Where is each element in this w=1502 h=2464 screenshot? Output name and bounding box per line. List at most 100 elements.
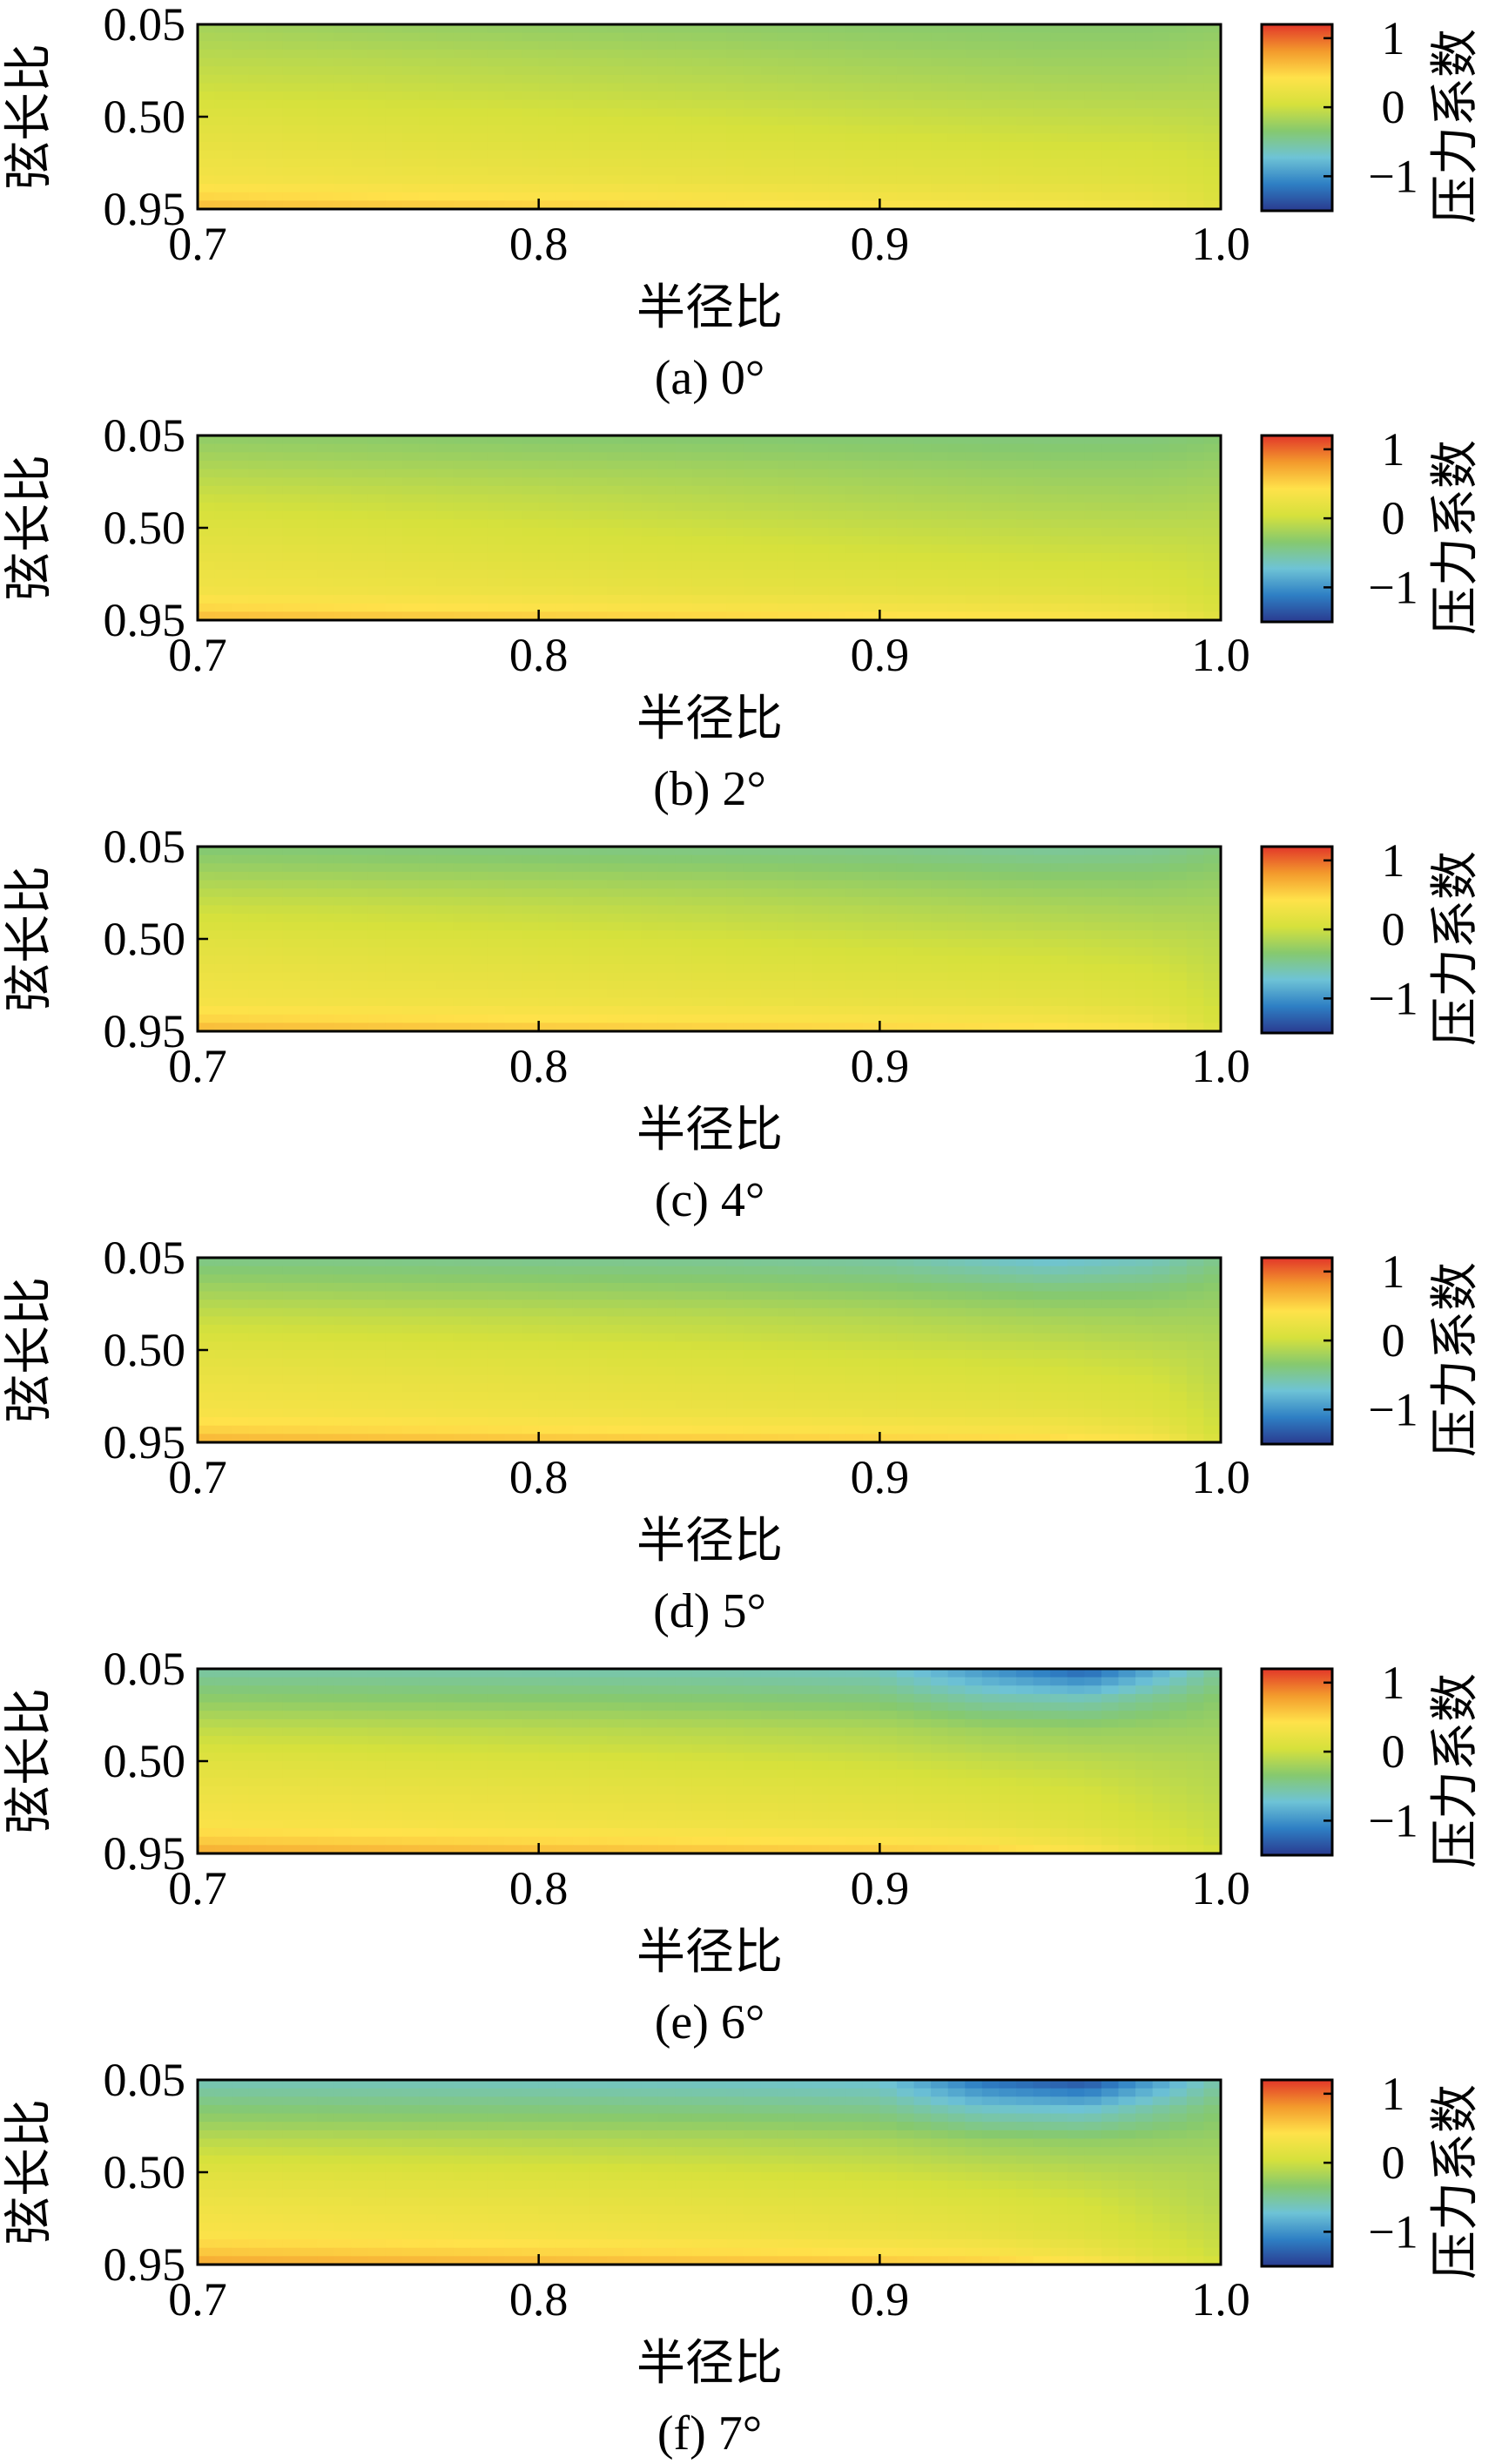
heatmap-cell (691, 200, 711, 209)
heatmap-cell (436, 914, 455, 923)
heatmap-cell (743, 921, 761, 931)
heatmap-cell (248, 611, 266, 620)
heatmap-cell (589, 930, 608, 940)
heatmap-cell (947, 99, 966, 109)
heatmap-cell (726, 577, 744, 588)
heatmap-cell (743, 519, 761, 529)
heatmap-cell (709, 435, 727, 445)
heatmap-cell (1050, 1307, 1068, 1318)
heatmap-cell (1084, 1367, 1102, 1376)
heatmap-cell (862, 57, 880, 67)
heatmap-cell (385, 477, 403, 487)
heatmap-cell (487, 477, 506, 487)
heatmap-cell (760, 1282, 778, 1293)
heatmap-cell (931, 955, 949, 965)
heatmap-cell (572, 1316, 591, 1326)
heatmap-cell (657, 972, 676, 982)
heatmap-cell (232, 930, 250, 940)
heatmap-cell (812, 528, 830, 537)
heatmap-cell (1186, 905, 1205, 915)
heatmap-cell (1033, 24, 1051, 34)
heatmap-cell (470, 494, 488, 503)
heatmap-cell (812, 1367, 830, 1376)
heatmap-cell (282, 141, 301, 152)
heatmap-cell (453, 184, 471, 193)
heatmap-cell (947, 871, 966, 881)
heatmap-cell (367, 66, 387, 76)
heatmap-cell (436, 99, 455, 109)
heatmap-cell (947, 561, 966, 570)
heatmap-cell (657, 1358, 676, 1367)
heatmap-cell (470, 510, 488, 520)
heatmap-cell (879, 460, 898, 470)
y-tick-label: 0.50 (104, 91, 186, 143)
heatmap-cell (1050, 1291, 1068, 1300)
heatmap-cell (556, 24, 574, 34)
heatmap-cell (896, 460, 915, 470)
heatmap-cell (300, 184, 318, 193)
heatmap-cell (641, 880, 659, 889)
heatmap-cell (300, 1014, 318, 1023)
heatmap-cell (931, 510, 949, 520)
heatmap-cell (1101, 452, 1120, 462)
heatmap-cell (641, 536, 659, 545)
heatmap-cell (198, 595, 216, 604)
heatmap-cell (1118, 552, 1136, 563)
heatmap-cell (760, 1307, 778, 1318)
heatmap-cell (913, 863, 932, 873)
heatmap-cell (402, 117, 421, 126)
heatmap-cell (333, 469, 352, 478)
heatmap-cell (1169, 166, 1188, 177)
heatmap-cell (675, 871, 693, 881)
heatmap-cell (691, 443, 711, 453)
heatmap-cell (1101, 871, 1120, 881)
heatmap-cell (1050, 1266, 1068, 1275)
heatmap-cell (1016, 57, 1034, 67)
heatmap-cell (1067, 200, 1085, 209)
heatmap-cell (351, 914, 369, 923)
heatmap-cell (1084, 1023, 1102, 1031)
heatmap-cell (1186, 192, 1205, 201)
heatmap-cell (402, 1358, 421, 1367)
heatmap-cell (436, 577, 455, 588)
heatmap-cell (657, 435, 676, 445)
heatmap-cell (198, 435, 216, 445)
heatmap-cell (232, 863, 250, 873)
heatmap-cell (657, 133, 676, 143)
heatmap-cell (1203, 552, 1221, 563)
heatmap-cell (1118, 192, 1136, 201)
heatmap-cell (572, 192, 591, 201)
heatmap-cell (1118, 469, 1136, 478)
heatmap-cell (1118, 880, 1136, 889)
heatmap-cell (743, 150, 761, 159)
heatmap-cell (385, 1350, 403, 1360)
heatmap-cell (777, 175, 796, 185)
heatmap-cell (965, 192, 983, 201)
heatmap-cell (913, 159, 932, 168)
heatmap-cell (248, 989, 266, 999)
heatmap-cell (333, 1014, 352, 1023)
heatmap-cell (1016, 863, 1034, 873)
heatmap-cell (266, 963, 284, 974)
heatmap-cell (367, 570, 387, 579)
heatmap-cell (522, 930, 540, 940)
heatmap-cell (1152, 847, 1170, 856)
heatmap-cell (1169, 469, 1188, 478)
heatmap-cell (709, 99, 727, 109)
heatmap-cell (965, 1274, 983, 1284)
heatmap-cell (965, 1333, 983, 1342)
heatmap-cell (572, 586, 591, 596)
heatmap-cell (1033, 460, 1051, 470)
heatmap-cell (862, 595, 880, 604)
heatmap-cell (1050, 192, 1068, 201)
heatmap-cell (607, 997, 625, 1007)
heatmap-cell (828, 49, 846, 59)
heatmap-cell (709, 981, 727, 990)
heatmap-cell (1084, 914, 1102, 923)
heatmap-cell (812, 611, 830, 620)
heatmap-cell (402, 1300, 421, 1309)
heatmap-cell (999, 452, 1017, 462)
heatmap-cell (947, 74, 966, 84)
heatmap-cell (1084, 939, 1102, 948)
heatmap-cell (214, 1307, 232, 1318)
